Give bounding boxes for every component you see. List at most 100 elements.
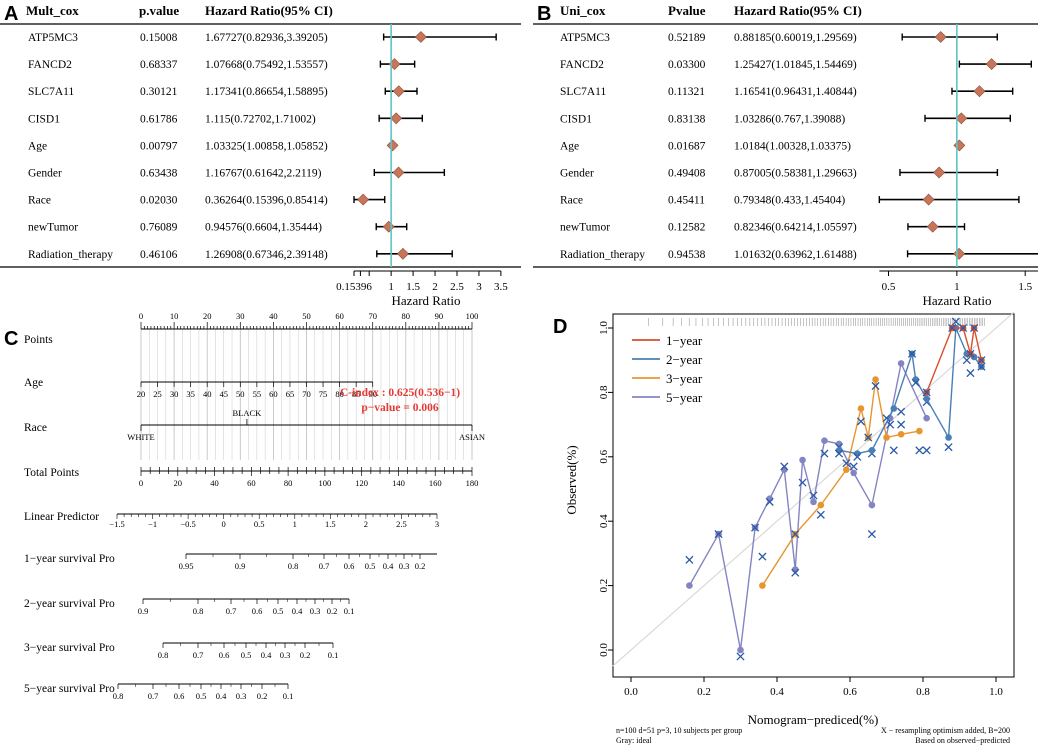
- x-tick-label: 3: [476, 281, 482, 293]
- row-variable-label: SLC7A11: [28, 86, 74, 98]
- hr-diamond-marker: [953, 247, 966, 260]
- survival-tick-label: 0.8: [158, 650, 169, 660]
- nomogram-row-label: 1−year survival Pro: [24, 553, 115, 565]
- bias-corrected-x-marker: [751, 523, 760, 532]
- hr-diamond-marker: [386, 139, 399, 152]
- panel-d-calibration-plot: 0.0 0.2 0.4 0.6 0.8 1.0 0.0 0.2 0.4 0.6 0.8 1.0 1−ye…: [598, 311, 1015, 698]
- row-variable-label: Gender: [560, 168, 594, 180]
- legend-label: 2−year: [666, 352, 703, 367]
- row-pvalue: 0.02030: [140, 195, 178, 207]
- age-tick-label: 70: [302, 389, 311, 399]
- linear-predictor-tick-label: −1.5: [109, 519, 124, 529]
- plot-frame: [612, 313, 1015, 678]
- row-pvalue: 0.12582: [668, 222, 706, 234]
- hr-diamond-marker: [953, 139, 966, 152]
- row-variable-label: Race: [560, 195, 583, 207]
- bias-corrected-x-marker: [736, 652, 745, 661]
- hr-diamond-marker: [955, 112, 968, 125]
- survival-tick-label: 0.6: [344, 561, 355, 571]
- x-tick-label: 0.15396: [336, 281, 372, 293]
- bias-corrected-x-marker: [922, 446, 931, 455]
- survival-tick-label: 0.4: [292, 606, 303, 616]
- age-tick-label: 50: [236, 389, 245, 399]
- age-tick-label: 25: [153, 389, 162, 399]
- x-tick-label: 2.5: [450, 281, 464, 293]
- bias-corrected-x-marker: [791, 530, 800, 539]
- survival-tick-label: 0.2: [300, 650, 311, 660]
- age-tick-label: 85: [352, 389, 361, 399]
- row-variable-label: ATP5MC3: [28, 32, 78, 44]
- x-tick-label: 1: [388, 281, 394, 293]
- row-hr-ci: 0.79348(0.433,1.45404): [734, 195, 845, 207]
- calibration-point-year5: [850, 469, 857, 477]
- bias-corrected-x-marker: [864, 433, 873, 442]
- bias-corrected-x-marker: [798, 478, 807, 487]
- x-tick-label: 0.5: [882, 281, 896, 293]
- survival-tick-label: 0.2: [415, 561, 426, 571]
- row-hr-ci: 1.07668(0.75492,1.53557): [205, 59, 328, 71]
- total-points-tick-label: 180: [466, 478, 479, 488]
- row-pvalue: 0.11321: [668, 86, 705, 98]
- linear-predictor-tick-label: 3: [435, 519, 439, 529]
- x-tick-label: 1.5: [406, 281, 420, 293]
- d-footnote-right-2: Based on observed−predicted: [915, 736, 1010, 745]
- row-variable-label: newTumor: [28, 222, 78, 234]
- calibration-point-year2: [868, 447, 876, 454]
- bias-corrected-x-marker: [977, 356, 986, 365]
- calibration-point-year5: [868, 501, 876, 509]
- x-tick-label: 2: [432, 281, 438, 293]
- total-points-tick-label: 60: [247, 478, 256, 488]
- bias-corrected-x-marker: [758, 552, 767, 561]
- row-pvalue: 0.94538: [668, 249, 706, 261]
- panel-a-col-hr-header: Hazard Ratio(95% CI): [205, 3, 333, 18]
- bias-corrected-x-marker: [791, 568, 800, 577]
- row-pvalue: 0.52189: [668, 32, 706, 44]
- linear-predictor-tick-label: 1: [293, 519, 297, 529]
- x-tick-label: 0.6: [843, 686, 857, 698]
- total-points-tick-label: 40: [210, 478, 219, 488]
- row-hr-ci: 1.115(0.72702,1.71002): [205, 113, 316, 125]
- age-tick-label: 65: [286, 389, 295, 399]
- row-pvalue: 0.03300: [668, 59, 706, 71]
- nomogram-row-label: Race: [24, 422, 47, 434]
- bias-corrected-x-marker: [886, 420, 895, 429]
- hr-diamond-marker: [934, 31, 947, 43]
- row-variable-label: SLC7A11: [560, 86, 606, 98]
- row-pvalue: 0.15008: [140, 32, 178, 44]
- x-tick-label: 0.2: [697, 686, 711, 698]
- y-tick-label: 0.0: [598, 643, 610, 657]
- calibration-line-year2: [838, 327, 982, 455]
- linear-predictor-tick-label: −1: [148, 519, 157, 529]
- panel-a-col-pvalue-header: p.value: [139, 3, 179, 18]
- row-hr-ci: 0.87005(0.58381,1.29663): [734, 168, 857, 180]
- row-pvalue: 0.46106: [140, 249, 178, 261]
- row-variable-label: Race: [28, 195, 51, 207]
- race-tick-label: ASIAN: [459, 432, 485, 442]
- row-pvalue: 0.61786: [140, 113, 178, 125]
- panel-letter-b: B: [537, 3, 551, 25]
- survival-tick-label: 0.3: [236, 691, 247, 701]
- survival-tick-label: 0.4: [261, 650, 272, 660]
- age-tick-label: 45: [220, 389, 229, 399]
- d-footnote-right-1: X − resampling optimism added, B=200: [881, 726, 1010, 735]
- row-variable-label: Radiation_therapy: [560, 249, 645, 261]
- row-pvalue: 0.01687: [668, 140, 706, 152]
- survival-tick-label: 0.5: [365, 561, 376, 571]
- calibration-point-year5: [923, 414, 930, 422]
- age-tick-label: 40: [203, 389, 212, 399]
- x-tick-label: 1.5: [1018, 281, 1032, 293]
- calibration-line-year3: [761, 379, 920, 586]
- nomogram-row-label: Total Points: [24, 467, 80, 479]
- row-variable-label: FANCD2: [560, 59, 604, 71]
- row-hr-ci: 1.16767(0.61642,2.2119): [205, 168, 322, 180]
- x-tick-label: 0.8: [916, 686, 930, 698]
- points-tick-label: 80: [402, 311, 411, 321]
- c-pvalue-text: p−value = 0.006: [361, 402, 439, 414]
- x-tick-label: 3.5: [494, 281, 508, 293]
- row-variable-label: Age: [28, 140, 47, 152]
- survival-tick-label: 0.6: [174, 691, 185, 701]
- bias-corrected-x-marker: [951, 317, 960, 326]
- legend-label: 1−year: [666, 333, 703, 348]
- points-tick-label: 90: [435, 311, 444, 321]
- linear-predictor-tick-label: 2: [364, 519, 368, 529]
